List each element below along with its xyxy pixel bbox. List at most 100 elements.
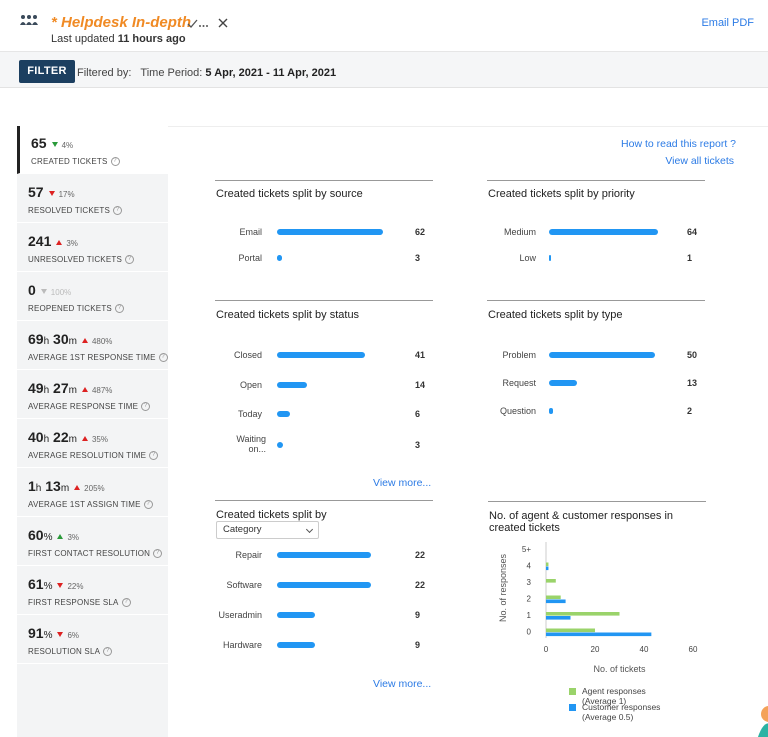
metric-unit: m: [68, 385, 77, 396]
arrow-up-icon: [57, 533, 64, 539]
metric-item[interactable]: 91% 6% RESOLUTION SLA?: [17, 616, 168, 664]
info-icon[interactable]: ?: [149, 451, 159, 461]
bar-category: [277, 552, 371, 558]
panel-title-priority: Created tickets split by priority: [488, 188, 635, 200]
bar-customer: [546, 632, 652, 637]
info-icon[interactable]: ?: [141, 402, 151, 412]
metric-item[interactable]: 0 100% REOPENED TICKETS?: [17, 273, 168, 321]
bar-status: [277, 352, 365, 358]
info-icon[interactable]: ?: [121, 598, 131, 608]
metric-unit: m: [68, 434, 77, 445]
row-label: Low: [519, 253, 536, 263]
metric-unit: h: [43, 385, 50, 396]
metric-change: 35%: [91, 435, 108, 444]
arrow-down-icon: [57, 631, 64, 637]
metric-label: REOPENED TICKETS?: [28, 304, 124, 314]
metric-unit: h: [35, 483, 42, 494]
metric-item[interactable]: 65 4% CREATED TICKETS?: [17, 126, 168, 174]
x-tick-label: 20: [591, 645, 600, 654]
category-select[interactable]: Category: [216, 521, 319, 539]
metric-value: 49h 27m 487%: [28, 380, 112, 396]
category-select-value: Category: [223, 524, 262, 535]
info-icon[interactable]: ?: [125, 255, 134, 265]
arrow-down-icon: [57, 582, 64, 588]
metric-value-minor: 13: [45, 478, 61, 494]
metric-change: 487%: [91, 386, 113, 395]
metric-item[interactable]: 49h 27m 487% AVERAGE RESPONSE TIME?: [17, 371, 168, 419]
metric-item[interactable]: 40h 22m 35% AVERAGE RESOLUTION TIME?: [17, 420, 168, 468]
row-label: Repair: [235, 550, 262, 560]
arrow-down-icon: [51, 141, 58, 147]
row-value: 50: [687, 350, 698, 360]
y-tick-label: 2: [527, 595, 532, 604]
metric-label-text: AVERAGE 1ST RESPONSE TIME: [28, 353, 156, 362]
chat-bot-icon[interactable]: [755, 700, 768, 737]
metric-change: 4%: [61, 141, 74, 150]
info-icon[interactable]: ?: [153, 549, 163, 559]
close-icon[interactable]: [218, 18, 228, 28]
email-pdf-link[interactable]: Email PDF: [701, 17, 754, 29]
arrow-up-icon: [56, 239, 63, 245]
bar-priority: [549, 229, 658, 235]
metric-value-minor: 22: [53, 429, 69, 445]
info-icon[interactable]: ?: [158, 353, 168, 363]
metric-unit: %: [43, 532, 53, 543]
bar-status: [277, 442, 284, 448]
metric-value-main: 1: [28, 478, 36, 494]
metric-item[interactable]: 241 3% UNRESOLVED TICKETS?: [17, 224, 168, 272]
how-to-read-link[interactable]: How to read this report ?: [621, 138, 736, 150]
row-value: 3: [415, 253, 421, 263]
info-icon[interactable]: ?: [103, 647, 113, 657]
info-icon[interactable]: ?: [114, 304, 124, 314]
row-value: 62: [415, 227, 426, 237]
status-view-more-link[interactable]: View more...: [373, 477, 432, 489]
metric-value: 69h 30m 480%: [28, 331, 112, 347]
metric-label-text: AVERAGE RESPONSE TIME: [28, 402, 139, 411]
time-period-value: 5 Apr, 2021 - 11 Apr, 2021: [205, 67, 337, 79]
metric-item[interactable]: 69h 30m 480% AVERAGE 1ST RESPONSE TIME?: [17, 322, 168, 370]
panel-title-type: Created tickets split by type: [488, 309, 623, 321]
panel-rule: [487, 180, 705, 181]
metric-item[interactable]: 60% 3% FIRST CONTACT RESOLUTION?: [17, 518, 168, 566]
metric-value-main: 60: [28, 527, 44, 543]
metric-label-text: RESOLUTION SLA: [28, 647, 101, 656]
category-view-more-link[interactable]: View more...: [373, 678, 432, 690]
info-icon[interactable]: ?: [110, 157, 120, 167]
legend-swatch: [569, 704, 576, 711]
metric-value-main: 57: [28, 184, 44, 200]
info-icon[interactable]: ?: [113, 206, 123, 216]
row-value: 3: [415, 440, 421, 450]
row-label: Email: [239, 227, 262, 237]
metric-value-main: 0: [28, 282, 36, 298]
row-label: Today: [237, 409, 262, 419]
arrow-up-icon: [81, 337, 88, 343]
row-label: Medium: [503, 227, 536, 237]
filter-button[interactable]: FILTER: [19, 60, 75, 83]
check-all-icon[interactable]: [187, 18, 209, 30]
metric-unit: %: [43, 581, 53, 592]
row-value: 9: [415, 640, 421, 650]
view-all-tickets-link[interactable]: View all tickets: [665, 155, 734, 167]
metric-label: FIRST CONTACT RESOLUTION?: [28, 549, 163, 559]
metric-item[interactable]: 1h 13m 205% AVERAGE 1ST ASSIGN TIME?: [17, 469, 168, 517]
report-card: [17, 126, 768, 737]
metric-value-main: 61: [28, 576, 44, 592]
metric-change: 100%: [50, 288, 72, 297]
metric-value-main: 241: [28, 233, 52, 249]
metric-label: AVERAGE RESPONSE TIME?: [28, 402, 151, 412]
metric-value-minor: 30: [53, 331, 69, 347]
legend-entry: Agent responses (Average 1): [582, 686, 646, 706]
panel-rule: [215, 500, 433, 501]
arrow-down-icon: [48, 190, 55, 196]
metric-item[interactable]: 57 17% RESOLVED TICKETS?: [17, 175, 168, 223]
bar-agent: [546, 595, 561, 600]
metric-item[interactable]: 61% 22% FIRST RESPONSE SLA?: [17, 567, 168, 615]
x-tick-label: 60: [689, 645, 698, 654]
report-header: * Helpdesk In-depth Last updated 11 hour…: [0, 0, 768, 52]
y-axis-label: No. of responses: [498, 553, 508, 622]
metric-value: 40h 22m 35%: [28, 429, 108, 445]
info-icon[interactable]: ?: [143, 500, 153, 510]
metric-value: 65 4%: [31, 135, 73, 151]
row-value: 13: [687, 378, 698, 388]
